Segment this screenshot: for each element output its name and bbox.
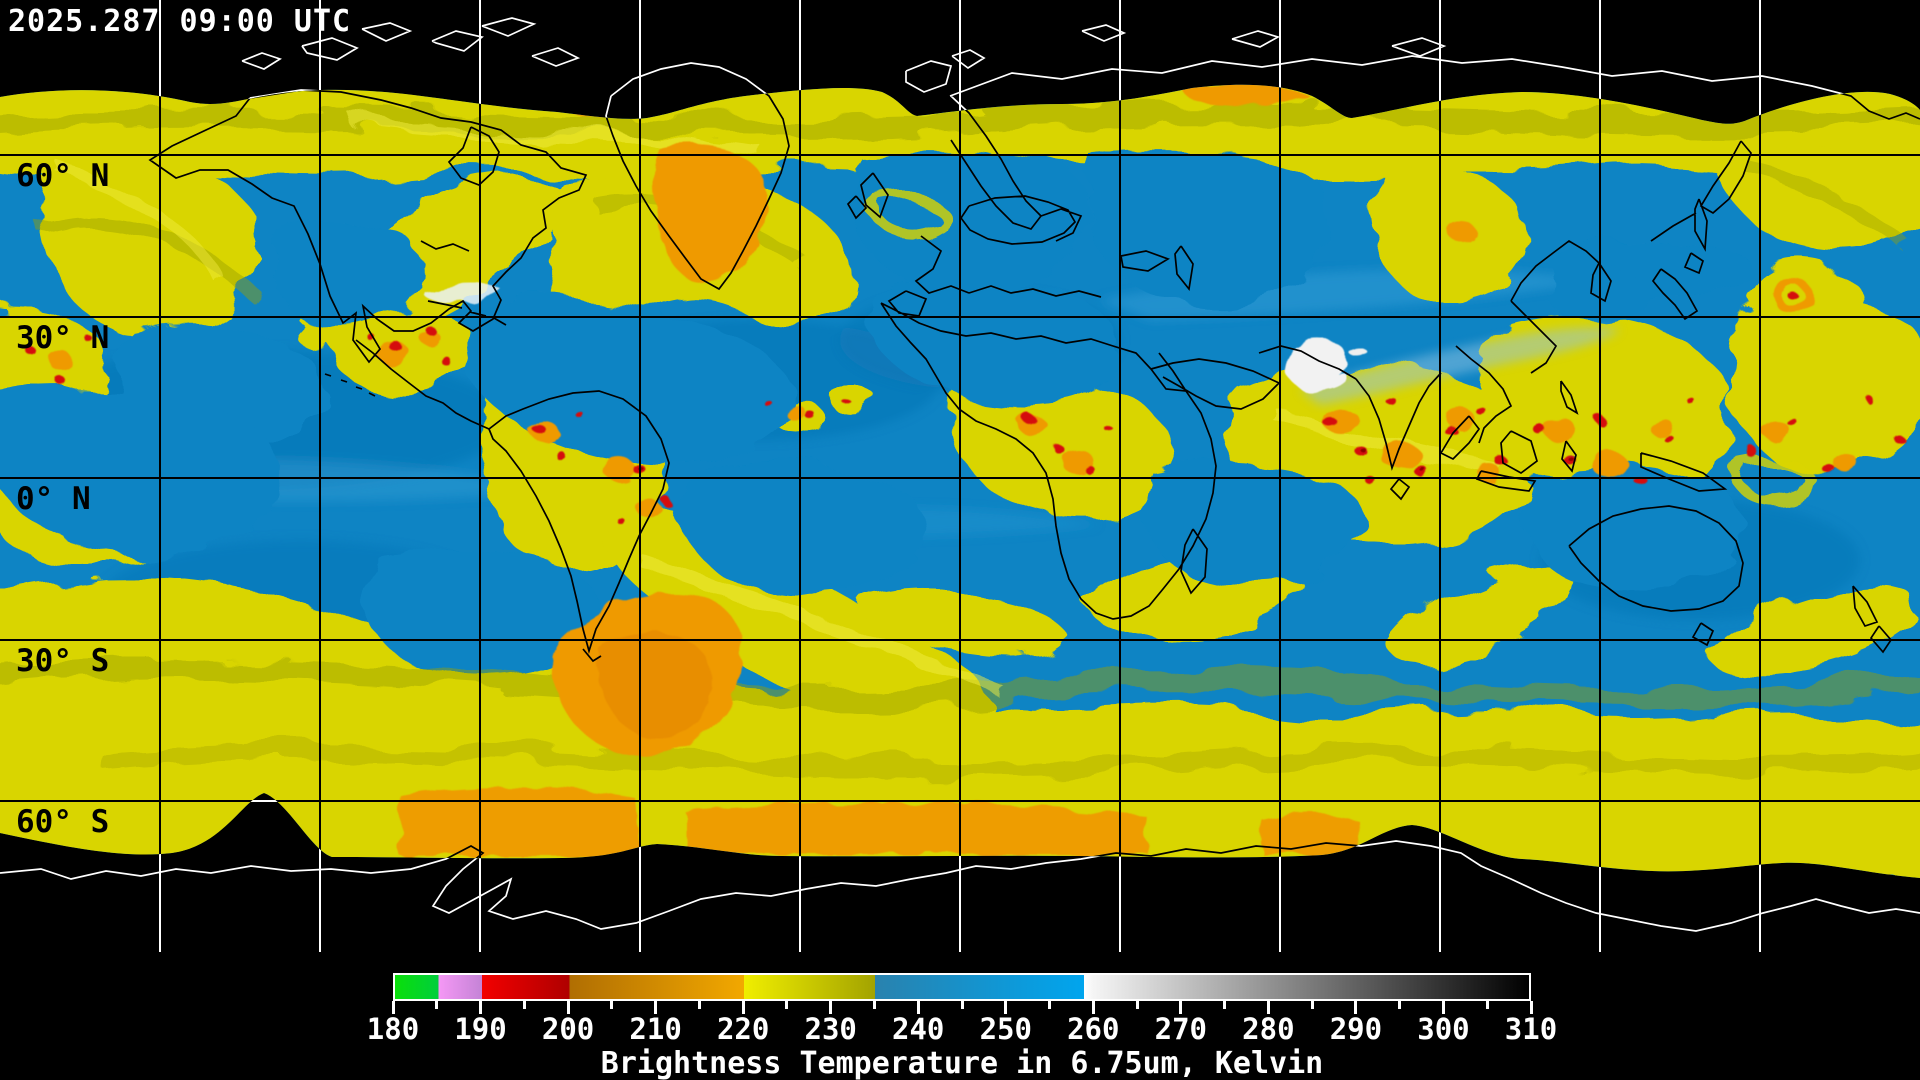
colorbar-tick — [1048, 1001, 1052, 1009]
colorbar-tick-label: 200 — [541, 1012, 595, 1046]
blue-gaps — [0, 151, 1754, 677]
overshoot-red — [25, 292, 1905, 523]
colorbar-tick — [1004, 1001, 1008, 1014]
warm-dry-white-patch — [424, 284, 1620, 405]
colorbar-tick — [435, 1001, 439, 1009]
latitude-label: 30° N — [16, 320, 109, 356]
colorbar-tick-label: 280 — [1242, 1012, 1295, 1046]
colorbar-tick-label: 230 — [804, 1012, 857, 1046]
colorbar-tick — [1441, 1001, 1445, 1014]
colorbar-tick-label: 290 — [1329, 1012, 1383, 1046]
colorbar-tick-label: 220 — [716, 1012, 770, 1046]
colorbar-tick — [916, 1001, 920, 1014]
latitude-label: 60° N — [16, 158, 109, 194]
timestamp: 2025.287 09:00 UTC — [8, 4, 352, 39]
colorbar-tick — [1485, 1001, 1489, 1009]
colorbar-tick — [697, 1001, 701, 1009]
colorbar-tick — [391, 1001, 395, 1014]
colorbar-tick-label: 210 — [629, 1012, 682, 1046]
colorbar-tick — [1529, 1001, 1533, 1014]
colorbar-tick — [960, 1001, 964, 1009]
colorbar-tick — [479, 1001, 483, 1014]
colorbar-tick-label: 250 — [979, 1012, 1032, 1046]
colorbar-tick — [522, 1001, 526, 1009]
colorbar-tick — [1398, 1001, 1402, 1009]
colorbar-tick — [1223, 1001, 1227, 1009]
colorbar-tick — [1179, 1001, 1183, 1014]
colorbar-tick-label: 270 — [1154, 1012, 1208, 1046]
colorbar-tick — [741, 1001, 745, 1014]
latitude-label: 0° N — [16, 481, 91, 517]
latitude-label: 60° S — [16, 804, 109, 840]
satellite-map: 60° N 30° N 0° N 30° S 60° S — [0, 0, 1920, 952]
colorbar-tick — [1354, 1001, 1358, 1014]
colorbar-caption: Brightness Temperature in 6.75um, Kelvin — [600, 1046, 1324, 1080]
cloud-texture — [0, 105, 1920, 777]
latitude-label: 30° S — [16, 643, 109, 679]
colorbar-tick-label: 260 — [1067, 1012, 1120, 1046]
colorbar-tick — [1091, 1001, 1095, 1014]
colorbar-tick-label: 310 — [1504, 1012, 1558, 1046]
latitude-labels: 60° N 30° N 0° N 30° S 60° S — [16, 158, 109, 840]
colorbar-tick — [654, 1001, 658, 1014]
colorbar-tick-label: 240 — [892, 1012, 945, 1046]
colorbar-tick-label: 180 — [366, 1012, 420, 1046]
colorbar-tick — [1266, 1001, 1270, 1014]
colorbar-tick — [1135, 1001, 1139, 1009]
colorbar — [393, 973, 1531, 1001]
satellite-data — [0, 84, 1920, 878]
colorbar-tick — [829, 1001, 833, 1014]
colorbar-tick — [610, 1001, 614, 1009]
colorbar-tick — [785, 1001, 789, 1009]
colorbar-tick — [872, 1001, 876, 1009]
colorbar-tick — [1310, 1001, 1314, 1009]
colorbar-tick-label: 190 — [454, 1012, 507, 1046]
graticule-black — [0, 84, 1920, 878]
colorbar-tick-label: 300 — [1417, 1012, 1470, 1046]
colorbar-tick — [566, 1001, 570, 1014]
cold-cloud-orange — [48, 84, 1857, 856]
